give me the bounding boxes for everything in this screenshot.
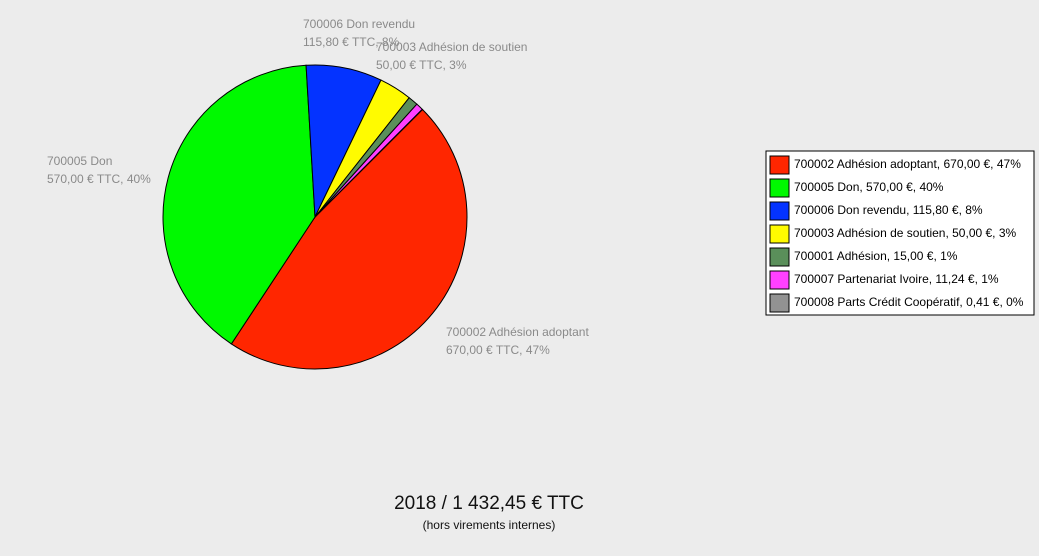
slice-value-label: 115,80 € TTC, 8% [303,35,400,49]
pie-slice [230,108,468,370]
slice-category-label: 700002 Adhésion adoptant [446,325,589,339]
legend-label: 700007 Partenariat Ivoire, 11,24 €, 1% [794,272,999,286]
pie-slice [162,64,316,345]
chart-subtitle: (hors virements internes) [423,518,556,532]
legend-label: 700006 Don revendu, 115,80 €, 8% [794,203,983,217]
chart-title: 2018 / 1 432,45 € TTC [394,493,584,514]
legend-label: 700001 Adhésion, 15,00 €, 1% [794,249,958,263]
legend-label: 700003 Adhésion de soutien, 50,00 €, 3% [794,226,1017,240]
legend-swatch [769,247,790,267]
legend-label: 700005 Don, 570,00 €, 40% [794,180,944,194]
slice-value-label: 570,00 € TTC, 40% [47,172,151,186]
legend-swatch [769,293,790,313]
legend-swatch [769,201,790,221]
legend-box [765,150,1035,316]
legend-label: 700008 Parts Crédit Coopératif, 0,41 €, … [794,295,1024,309]
slice-value-label: 670,00 € TTC, 47% [446,343,550,357]
legend-swatch [769,178,790,198]
pie-slice [314,108,424,218]
slice-value-label: 50,00 € TTC, 3% [376,58,467,72]
legend-label: 700002 Adhésion adoptant, 670,00 €, 47% [794,157,1021,171]
legend-swatch [769,270,790,290]
slice-category-label: 700003 Adhésion de soutien [376,40,527,54]
slice-category-label: 700006 Don revendu [303,17,415,31]
legend-swatch [769,155,790,175]
legend-swatch [769,224,790,244]
slice-category-label: 700005 Don [47,154,112,168]
